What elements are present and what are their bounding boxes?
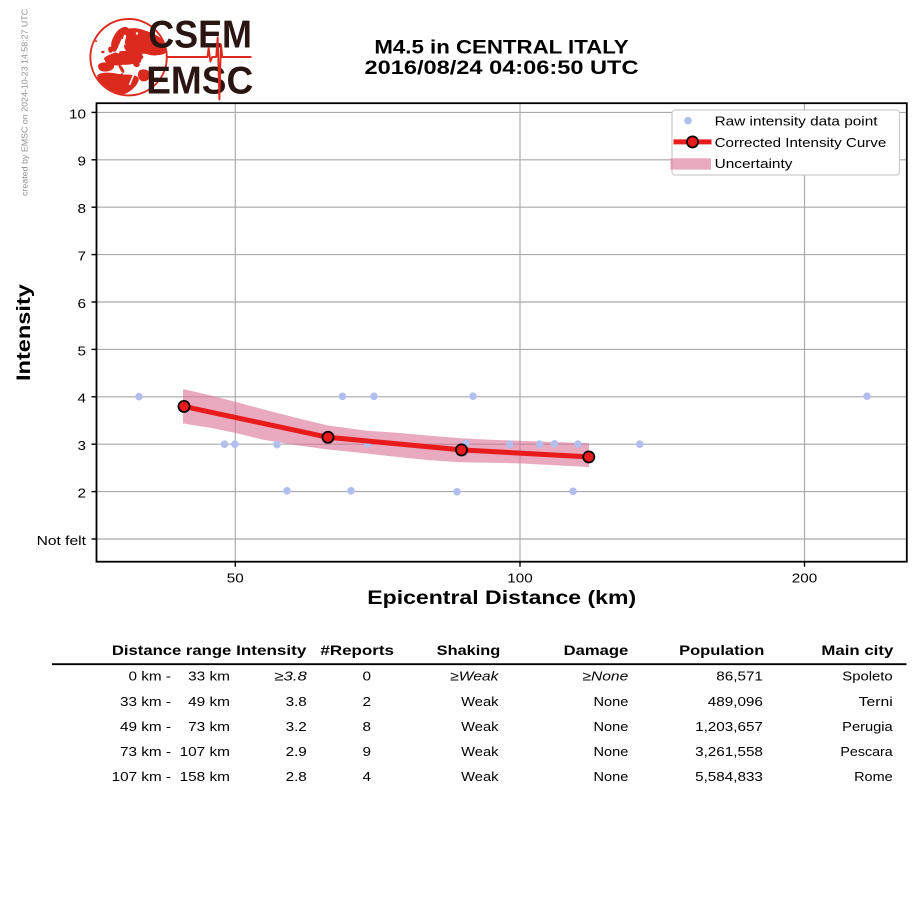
- svg-text:Corrected Intensity Curve: Corrected Intensity Curve: [715, 135, 887, 150]
- svg-text:Weak: Weak: [461, 694, 499, 709]
- svg-text:None: None: [594, 744, 629, 759]
- svg-text:200: 200: [792, 570, 817, 585]
- svg-text:Epicentral Distance (km): Epicentral Distance (km): [367, 588, 636, 609]
- svg-text:Rome: Rome: [854, 769, 893, 784]
- svg-text:3: 3: [78, 438, 87, 453]
- svg-text:9: 9: [363, 744, 372, 759]
- svg-text:86,571: 86,571: [716, 669, 763, 684]
- svg-text:≥None: ≥None: [582, 669, 628, 684]
- svg-text:Damage: Damage: [564, 642, 629, 658]
- svg-text:107 km: 107 km: [180, 744, 230, 759]
- svg-text:Perugia: Perugia: [842, 719, 893, 734]
- svg-text:#Reports: #Reports: [320, 642, 394, 658]
- svg-text:8: 8: [363, 719, 372, 734]
- svg-text:Main city: Main city: [821, 642, 893, 658]
- svg-text:5,584,833: 5,584,833: [695, 769, 763, 784]
- svg-text:49 km: 49 km: [188, 694, 230, 709]
- svg-text:Weak: Weak: [461, 769, 499, 784]
- svg-text:6: 6: [78, 296, 87, 311]
- svg-text:2: 2: [78, 486, 87, 501]
- svg-text:Not felt: Not felt: [37, 533, 87, 548]
- svg-text:Terni: Terni: [859, 694, 893, 709]
- svg-text:Pescara: Pescara: [840, 744, 893, 759]
- svg-text:49 km -: 49 km -: [120, 719, 171, 734]
- svg-text:2.9: 2.9: [286, 744, 307, 759]
- svg-text:Weak: Weak: [461, 744, 499, 759]
- svg-text:≥Weak: ≥Weak: [450, 669, 500, 684]
- svg-text:3.2: 3.2: [286, 719, 307, 734]
- svg-text:None: None: [594, 769, 629, 784]
- svg-text:73 km -: 73 km -: [120, 744, 171, 759]
- svg-text:50: 50: [227, 570, 244, 585]
- svg-text:CSEM: CSEM: [148, 14, 252, 57]
- svg-text:None: None: [594, 719, 629, 734]
- svg-text:0 km -: 0 km -: [129, 669, 172, 684]
- svg-text:Weak: Weak: [461, 719, 499, 734]
- svg-text:2016/08/24 04:06:50 UTC: 2016/08/24 04:06:50 UTC: [365, 58, 639, 79]
- svg-text:created by EMSC on 2024-10-23: created by EMSC on 2024-10-23 14:58:27 U…: [21, 9, 30, 196]
- svg-text:33 km: 33 km: [188, 669, 230, 684]
- svg-text:M4.5 in CENTRAL ITALY: M4.5 in CENTRAL ITALY: [374, 37, 628, 58]
- svg-text:0: 0: [363, 669, 372, 684]
- svg-text:4: 4: [363, 769, 372, 784]
- svg-text:8: 8: [78, 201, 87, 216]
- svg-text:Intensity: Intensity: [236, 642, 307, 658]
- svg-text:3.8: 3.8: [286, 694, 307, 709]
- svg-text:Population: Population: [679, 642, 764, 658]
- svg-text:4: 4: [78, 391, 87, 406]
- svg-text:Intensity: Intensity: [14, 284, 35, 381]
- svg-text:2: 2: [363, 694, 372, 709]
- svg-text:158 km: 158 km: [180, 769, 230, 784]
- svg-text:5: 5: [78, 343, 87, 358]
- svg-text:Uncertainty: Uncertainty: [715, 156, 793, 171]
- svg-text:Spoleto: Spoleto: [842, 669, 892, 684]
- svg-text:EMSC: EMSC: [146, 59, 253, 102]
- svg-text:None: None: [594, 694, 629, 709]
- svg-text:3,261,558: 3,261,558: [695, 744, 763, 759]
- svg-text:10: 10: [69, 106, 86, 121]
- svg-text:≥3.8: ≥3.8: [274, 669, 307, 684]
- svg-text:100: 100: [507, 570, 532, 585]
- svg-text:2.8: 2.8: [286, 769, 307, 784]
- svg-text:489,096: 489,096: [708, 694, 763, 709]
- svg-text:107 km -: 107 km -: [112, 769, 171, 784]
- svg-text:7: 7: [78, 249, 87, 264]
- svg-text:1,203,657: 1,203,657: [695, 719, 763, 734]
- svg-text:Raw intensity data point: Raw intensity data point: [715, 114, 878, 129]
- svg-text:33 km -: 33 km -: [120, 694, 171, 709]
- svg-text:Distance range: Distance range: [112, 642, 232, 658]
- svg-text:9: 9: [78, 154, 87, 169]
- svg-text:Shaking: Shaking: [437, 642, 501, 658]
- svg-text:73 km: 73 km: [188, 719, 230, 734]
